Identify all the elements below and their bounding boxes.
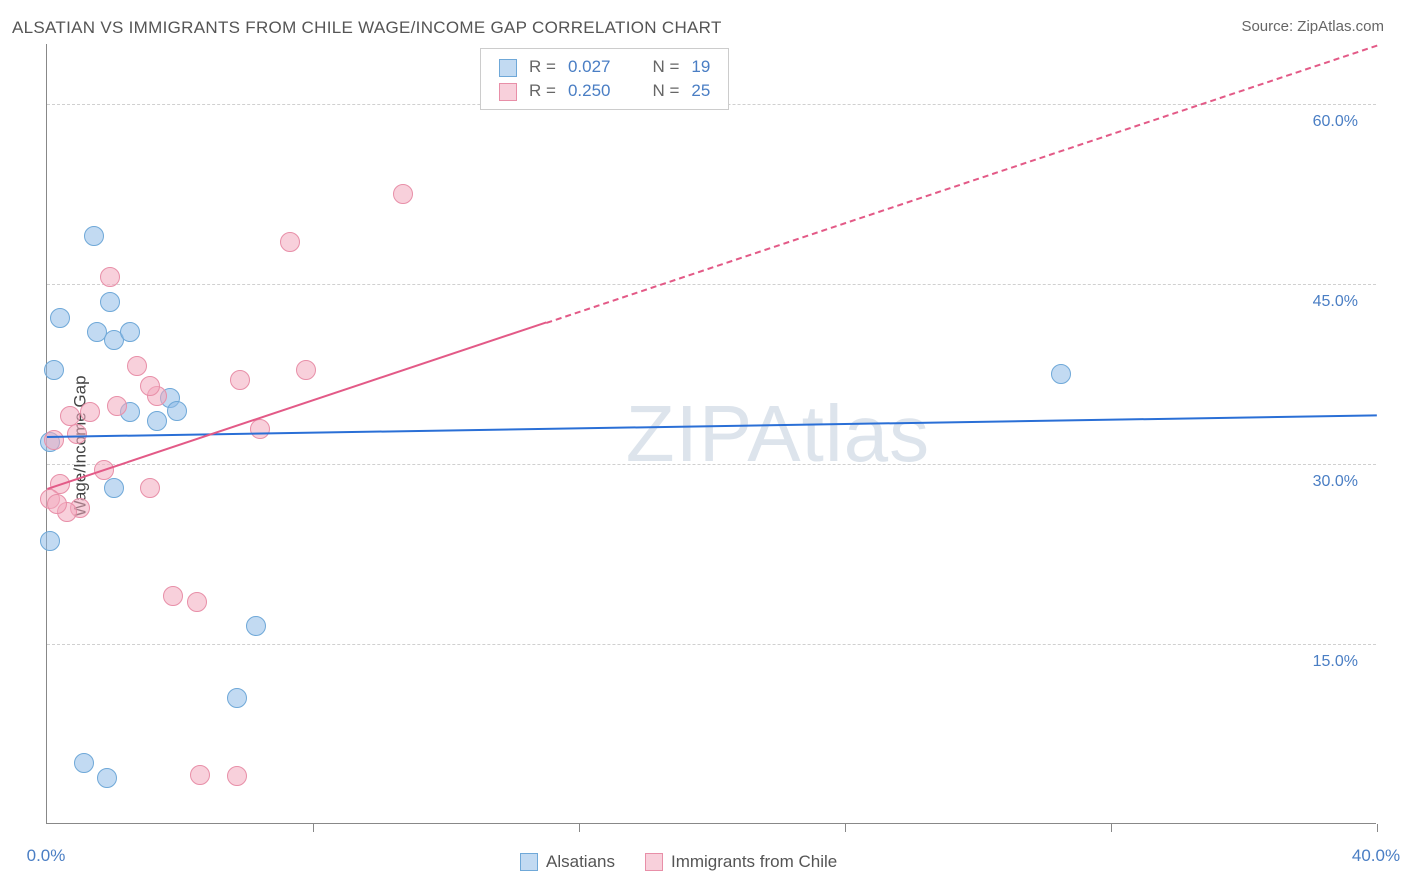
legend-r-value: 0.027 [562,55,617,79]
data-point [280,232,300,252]
data-point [120,322,140,342]
data-point [190,765,210,785]
y-tick-label: 30.0% [1313,473,1358,491]
legend-r-label: R = [523,55,562,79]
x-tick-label: 0.0% [27,846,66,866]
gridline [47,644,1376,645]
y-tick-label: 15.0% [1313,653,1358,671]
legend-correlation-box: R =0.027 N =19 R =0.250 N =25 [480,48,729,110]
data-point [246,616,266,636]
data-point [47,494,67,514]
data-point [167,401,187,421]
x-tick-mark [845,824,846,832]
legend-series-item: Immigrants from Chile [645,852,837,872]
gridline [47,284,1376,285]
data-point [67,424,87,444]
data-point [44,360,64,380]
data-point [296,360,316,380]
legend-series-label: Immigrants from Chile [671,852,837,872]
legend-swatch [520,853,538,871]
data-point [80,402,100,422]
data-point [147,411,167,431]
watermark: ZIPAtlas [626,388,930,480]
data-point [127,356,147,376]
legend-r-value: 0.250 [562,79,617,103]
legend-swatch [499,59,517,77]
data-point [250,419,270,439]
data-point [104,478,124,498]
data-point [40,531,60,551]
data-point [227,688,247,708]
source-attribution: Source: ZipAtlas.com [1241,18,1384,35]
legend-series-item: Alsatians [520,852,615,872]
x-tick-mark [1111,824,1112,832]
legend-r-label: R = [523,79,562,103]
legend-n-label: N = [646,55,685,79]
data-point [163,586,183,606]
data-point [140,478,160,498]
x-tick-label: 40.0% [1352,846,1400,866]
data-point [50,308,70,328]
x-tick-mark [1377,824,1378,832]
data-point [393,184,413,204]
plot-area: ZIPAtlas 15.0% 30.0% 45.0% 60.0% [46,44,1376,824]
data-point [1051,364,1071,384]
data-point [100,267,120,287]
legend-swatch [645,853,663,871]
data-point [230,370,250,390]
legend-n-value: 25 [685,79,716,103]
data-point [227,766,247,786]
data-point [97,768,117,788]
legend-series-label: Alsatians [546,852,615,872]
legend-row: R =0.027 N =19 [493,55,716,79]
data-point [74,753,94,773]
chart-title: ALSATIAN VS IMMIGRANTS FROM CHILE WAGE/I… [12,18,722,38]
x-tick-mark [313,824,314,832]
data-point [140,376,160,396]
data-point [187,592,207,612]
data-point [84,226,104,246]
y-tick-label: 60.0% [1313,113,1358,131]
chart-container: ALSATIAN VS IMMIGRANTS FROM CHILE WAGE/I… [0,0,1406,892]
data-point [107,396,127,416]
legend-series: Alsatians Immigrants from Chile [520,852,837,872]
data-point [60,406,80,426]
legend-n-label: N = [646,79,685,103]
legend-row: R =0.250 N =25 [493,79,716,103]
legend-swatch [499,83,517,101]
gridline [47,464,1376,465]
data-point [100,292,120,312]
data-point [44,430,64,450]
x-tick-mark [579,824,580,832]
y-tick-label: 45.0% [1313,293,1358,311]
legend-n-value: 19 [685,55,716,79]
